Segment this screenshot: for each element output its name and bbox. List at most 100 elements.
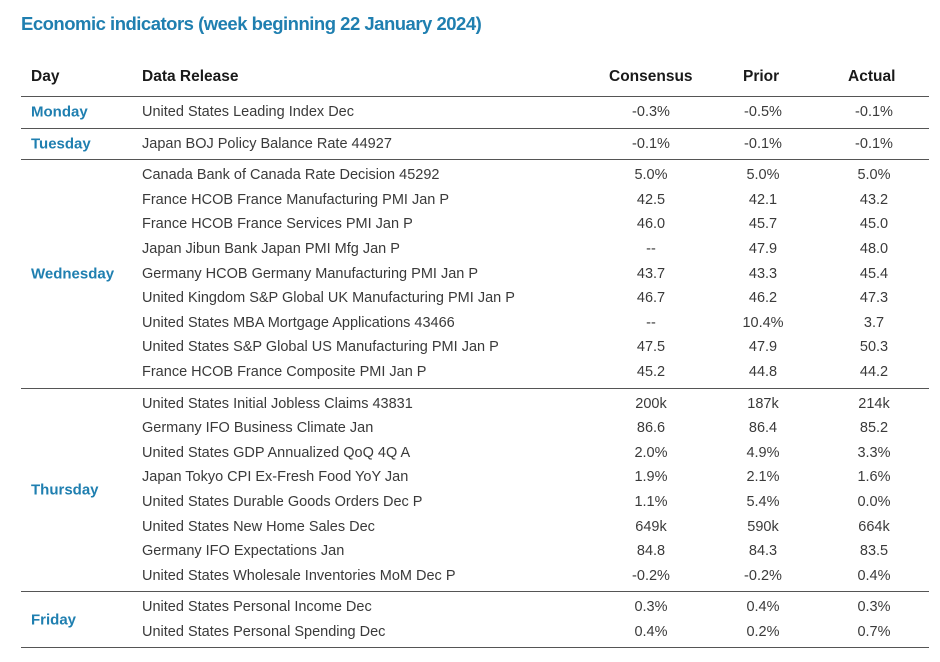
consensus-cell: 0.4% (634, 623, 668, 640)
prior-cell: 86.4 (748, 420, 778, 437)
release-cell: United States Wholesale Inventories MoM … (142, 567, 456, 584)
actual-cell: 83.5 (859, 543, 889, 560)
day-group: Thursday United States Initial Jobless Cl… (21, 389, 929, 593)
prior-cell: -0.2% (744, 567, 782, 584)
table-row: Canada Bank of Canada Rate Decision 4529… (21, 163, 929, 188)
table-row: United States Leading Index Dec -0.3% -0.5… (21, 100, 929, 125)
actual-cell: 0.3% (857, 599, 891, 616)
consensus-cell: -0.3% (632, 104, 670, 120)
table-row: United States MBA Mortgage Applications … (21, 311, 929, 336)
actual-cell: 214k (858, 395, 890, 412)
consensus-cell: -- (646, 240, 656, 257)
prior-cell: -0.1% (744, 135, 782, 152)
table-row: United States Personal Income Dec 0.3% 0.4… (21, 595, 929, 620)
actual-cell: 43.2 (859, 191, 889, 208)
actual-cell: 48.0 (859, 240, 889, 257)
release-cell: United States Durable Goods Orders Dec P (142, 493, 423, 510)
release-cell: United States S&P Global US Manufacturin… (142, 339, 499, 356)
table-row: Germany HCOB Germany Manufacturing PMI J… (21, 262, 929, 287)
table-body: Monday United States Leading Index Dec -0.… (21, 97, 929, 649)
consensus-cell: 43.7 (636, 265, 666, 282)
prior-cell: 46.2 (748, 290, 778, 307)
day-group: Friday United States Personal Income Dec 0… (21, 592, 929, 649)
actual-cell: 5.0% (857, 167, 891, 184)
consensus-cell: 2.0% (634, 444, 668, 461)
release-cell: Germany IFO Business Climate Jan (142, 420, 374, 437)
prior-cell: 4.9% (746, 444, 780, 461)
prior-cell: -0.5% (744, 104, 782, 120)
table-row: Japan BOJ Policy Balance Rate 44927 -0.1%… (21, 132, 929, 157)
header-day: Day (31, 68, 60, 85)
table-row: Germany IFO Expectations Jan 84.8 84.3 83.5 (21, 539, 929, 564)
actual-cell: 50.3 (859, 339, 889, 356)
release-cell: Japan BOJ Policy Balance Rate 44927 (142, 135, 392, 152)
table-row: United States Initial Jobless Claims 438… (21, 392, 929, 417)
release-cell: United States New Home Sales Dec (142, 518, 375, 535)
consensus-cell: 5.0% (634, 167, 668, 184)
day-label: Tuesday (31, 135, 91, 153)
day-group: Wednesday Canada Bank of Canada Rate Deci… (21, 160, 929, 389)
consensus-cell: -- (646, 314, 656, 331)
consensus-cell: 649k (635, 518, 667, 535)
actual-cell: 0.0% (857, 493, 891, 510)
indicators-table: Day Data Release Consensus Prior Actual … (21, 62, 929, 649)
actual-cell: 45.4 (859, 265, 889, 282)
day-label: Monday (31, 103, 88, 121)
prior-cell: 84.3 (748, 543, 778, 560)
table-row: United States Wholesale Inventories MoM … (21, 564, 929, 589)
release-cell: France HCOB France Composite PMI Jan P (142, 363, 427, 380)
consensus-cell: 1.9% (634, 469, 668, 486)
day-label: Friday (31, 611, 77, 629)
release-cell: United States Personal Spending Dec (142, 623, 386, 640)
actual-cell: -0.1% (855, 135, 893, 152)
consensus-cell: 45.2 (636, 363, 666, 380)
table-row: United Kingdom S&P Global UK Manufacturi… (21, 286, 929, 311)
prior-cell: 5.4% (746, 493, 780, 510)
table-row: France HCOB France Services PMI Jan P 46.… (21, 212, 929, 237)
actual-cell: 44.2 (859, 363, 889, 380)
consensus-cell: 46.7 (636, 290, 666, 307)
table-row: Japan Jibun Bank Japan PMI Mfg Jan P -- 47… (21, 237, 929, 262)
day-group: Monday United States Leading Index Dec -0.… (21, 97, 929, 129)
release-cell: Japan Jibun Bank Japan PMI Mfg Jan P (142, 240, 400, 257)
table-row: France HCOB France Manufacturing PMI Jan… (21, 188, 929, 213)
table-row: United States S&P Global US Manufacturin… (21, 335, 929, 360)
table-row: France HCOB France Composite PMI Jan P 45… (21, 360, 929, 385)
prior-cell: 0.4% (746, 599, 780, 616)
actual-cell: 3.7 (863, 314, 885, 331)
actual-cell: 85.2 (859, 420, 889, 437)
release-cell: United States Personal Income Dec (142, 599, 372, 616)
prior-cell: 47.9 (748, 339, 778, 356)
day-group: Tuesday Japan BOJ Policy Balance Rate 449… (21, 129, 929, 161)
table-row: United States Personal Spending Dec 0.4% 0… (21, 620, 929, 645)
release-cell: Canada Bank of Canada Rate Decision 4529… (142, 167, 440, 184)
consensus-cell: 1.1% (634, 493, 668, 510)
table-row: United States GDP Annualized QoQ 4Q A 2.0… (21, 441, 929, 466)
consensus-cell: 84.8 (636, 543, 666, 560)
actual-cell: 45.0 (859, 216, 889, 233)
consensus-cell: 86.6 (636, 420, 666, 437)
prior-cell: 0.2% (746, 623, 780, 640)
table-header: Day Data Release Consensus Prior Actual (21, 62, 929, 97)
consensus-cell: 0.3% (634, 599, 668, 616)
consensus-cell: -0.1% (632, 135, 670, 152)
prior-cell: 45.7 (748, 216, 778, 233)
release-cell: Germany HCOB Germany Manufacturing PMI J… (142, 265, 479, 282)
actual-cell: 0.4% (857, 567, 891, 584)
day-label: Wednesday (31, 265, 115, 283)
release-cell: United States Initial Jobless Claims 438… (142, 395, 413, 412)
header-consensus: Consensus (609, 68, 693, 85)
prior-cell: 43.3 (748, 265, 778, 282)
release-cell: France HCOB France Manufacturing PMI Jan… (142, 191, 450, 208)
header-prior: Prior (743, 68, 780, 85)
consensus-cell: 42.5 (636, 191, 666, 208)
table-row: Japan Tokyo CPI Ex-Fresh Food YoY Jan 1.9… (21, 465, 929, 490)
prior-cell: 47.9 (748, 240, 778, 257)
consensus-cell: -0.2% (632, 567, 670, 584)
release-cell: United States GDP Annualized QoQ 4Q A (142, 444, 411, 461)
actual-cell: -0.1% (855, 104, 893, 120)
page-title: Economic indicators (week beginning 22 J… (21, 13, 482, 34)
consensus-cell: 200k (635, 395, 667, 412)
actual-cell: 3.3% (857, 444, 891, 461)
consensus-cell: 46.0 (636, 216, 666, 233)
